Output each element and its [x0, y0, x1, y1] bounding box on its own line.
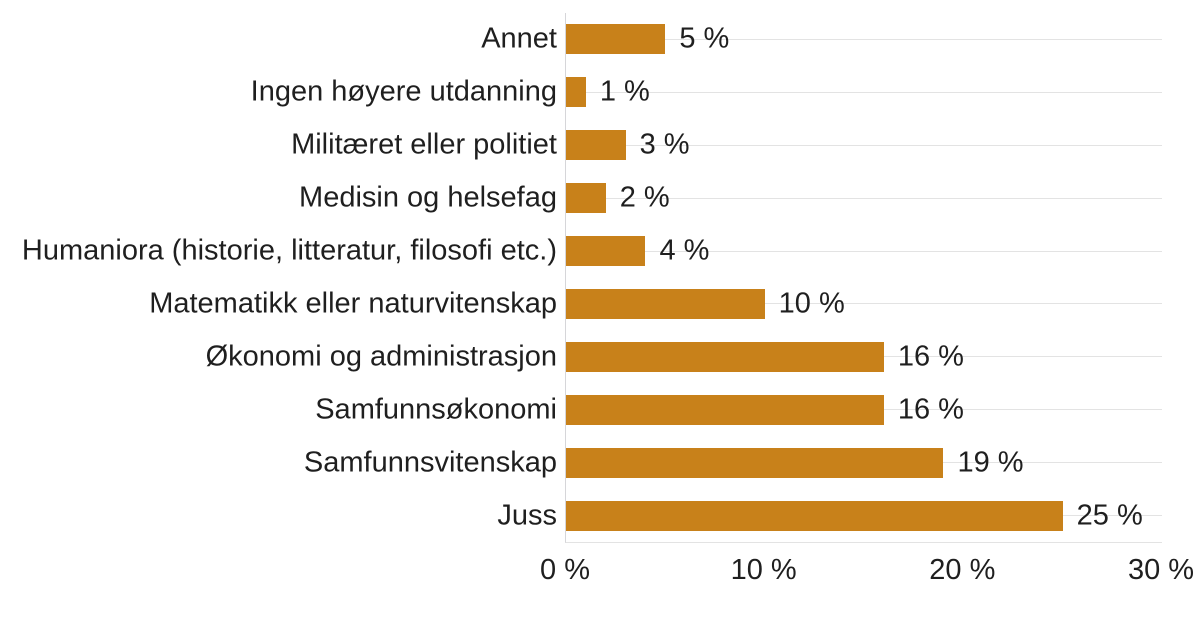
x-axis-tick-label: 10 % [730, 554, 797, 586]
gridline [566, 197, 1162, 199]
category-label: Samfunnsvitenskap [303, 446, 557, 479]
value-label: 25 % [1076, 499, 1143, 532]
value-label: 1 % [599, 75, 650, 108]
category-label: Ingen høyere utdanning [250, 75, 557, 108]
x-axis-tick-label: 0 % [540, 554, 590, 586]
value-label: 3 % [639, 128, 690, 161]
gridline [566, 250, 1162, 252]
bar [566, 341, 884, 372]
category-label: Samfunnsøkonomi [315, 393, 557, 426]
bar [566, 500, 1063, 531]
value-label: 10 % [778, 287, 845, 320]
x-axis: 0 % 10 % 20 % 30 % [540, 551, 1194, 591]
category-label: Militæret eller politiet [291, 128, 557, 161]
bar [566, 236, 646, 267]
bar [566, 77, 586, 108]
bar [566, 24, 666, 55]
category-label: Økonomi og administrasjon [205, 340, 557, 373]
value-label: 2 % [619, 181, 670, 214]
value-label: 19 % [957, 446, 1024, 479]
category-label: Medisin og helsefag [299, 181, 557, 214]
value-label: 4 % [659, 234, 710, 267]
bar [566, 288, 765, 319]
gridline [566, 91, 1162, 93]
x-axis-tick-label: 30 % [1127, 554, 1195, 586]
bar [566, 130, 626, 161]
plot-area: 5 % 1 % 3 % 2 % 4 % 10 % 16 % 16 % 19 % 25 % [565, 13, 1162, 543]
category-axis: Annet Ingen høyere utdanning Militæret ell… [0, 13, 557, 542]
category-label: Matematikk eller naturvitenskap [149, 287, 557, 320]
bar [566, 394, 884, 425]
gridline [566, 144, 1162, 146]
bar [566, 447, 944, 478]
gridline [566, 303, 1162, 305]
x-axis-tick-label: 20 % [929, 554, 996, 586]
gridline [566, 38, 1162, 40]
value-label: 16 % [897, 340, 964, 373]
value-label: 5 % [679, 22, 730, 55]
category-label: Juss [497, 499, 557, 532]
value-label: 16 % [897, 393, 964, 426]
category-label: Annet [481, 23, 557, 56]
bar [566, 183, 606, 214]
category-label: Humaniora (historie, litteratur, filosof… [21, 234, 557, 267]
